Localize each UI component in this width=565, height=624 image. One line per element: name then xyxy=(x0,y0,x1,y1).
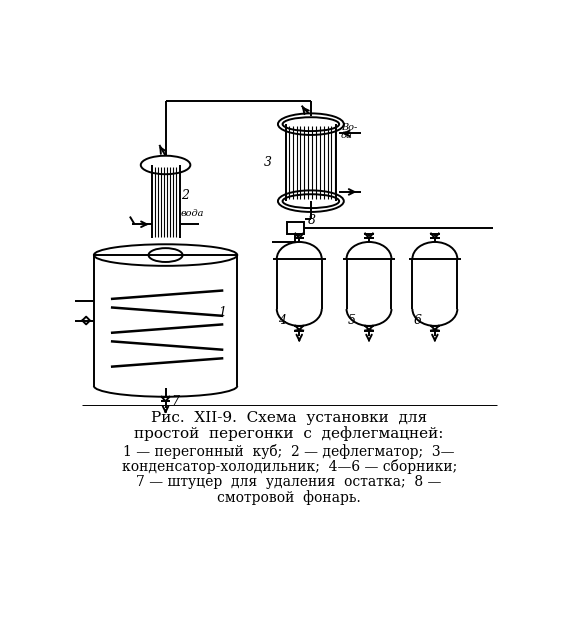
Text: вода: вода xyxy=(181,209,205,218)
Ellipse shape xyxy=(282,194,339,208)
Ellipse shape xyxy=(278,114,344,135)
Ellipse shape xyxy=(282,117,339,131)
Text: 3: 3 xyxy=(264,156,272,169)
Ellipse shape xyxy=(278,190,344,212)
Ellipse shape xyxy=(141,156,190,174)
Text: да: да xyxy=(341,131,353,140)
Text: 6: 6 xyxy=(414,314,422,327)
Bar xyxy=(287,222,304,234)
Text: 7: 7 xyxy=(172,395,180,408)
Ellipse shape xyxy=(94,244,237,266)
Text: конденсатор-холодильник;  4—6 — сборники;: конденсатор-холодильник; 4—6 — сборники; xyxy=(121,459,457,474)
Text: 4: 4 xyxy=(279,314,286,327)
Text: 8: 8 xyxy=(308,213,316,227)
Text: Рис.  XII-9.  Схема  установки  для: Рис. XII-9. Схема установки для xyxy=(151,411,427,426)
Text: простой  перегонки  с  дефлегмацней:: простой перегонки с дефлегмацней: xyxy=(134,426,444,441)
Ellipse shape xyxy=(149,248,182,262)
Text: 2: 2 xyxy=(181,189,189,202)
Text: Во-: Во- xyxy=(341,123,357,132)
Text: 7 — штуцер  для  удаления  остатка;  8 —: 7 — штуцер для удаления остатка; 8 — xyxy=(137,475,442,489)
Text: 5: 5 xyxy=(348,314,356,327)
Text: 1 — перегонный  куб;  2 — дефлегматор;  3—: 1 — перегонный куб; 2 — дефлегматор; 3— xyxy=(123,444,455,459)
Text: 1: 1 xyxy=(218,306,226,319)
Ellipse shape xyxy=(147,158,184,172)
Text: смотровой  фонарь.: смотровой фонарь. xyxy=(218,490,361,505)
